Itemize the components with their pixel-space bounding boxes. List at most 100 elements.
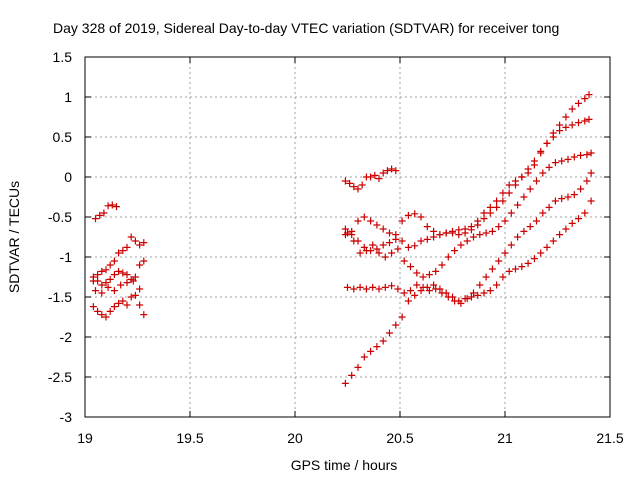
data-point-marker	[404, 211, 412, 219]
data-point-marker	[102, 313, 110, 321]
data-point-marker	[423, 283, 431, 291]
data-point-marker	[411, 291, 419, 299]
data-point-marker	[543, 139, 551, 147]
data-point-marker	[106, 275, 114, 283]
data-point-marker	[375, 175, 383, 183]
y-tick-label: 1	[64, 89, 72, 105]
data-point-marker	[356, 249, 364, 257]
data-point-marker	[375, 249, 383, 257]
data-points	[89, 91, 595, 387]
data-point-marker	[381, 283, 389, 291]
data-point-marker	[110, 287, 118, 295]
data-point-marker	[350, 237, 358, 245]
data-point-marker	[98, 267, 106, 275]
data-point-marker	[386, 329, 393, 337]
data-point-marker	[379, 225, 387, 233]
data-point-marker	[110, 257, 118, 265]
data-point-marker	[379, 169, 387, 177]
data-point-marker	[358, 181, 366, 189]
data-point-marker	[512, 181, 519, 189]
data-point-marker	[570, 191, 578, 199]
data-point-marker	[348, 371, 356, 379]
data-point-marker	[499, 189, 507, 197]
data-point-marker	[341, 379, 349, 387]
data-point-marker	[379, 337, 387, 345]
data-point-marker	[388, 249, 396, 257]
data-point-marker	[583, 151, 591, 159]
data-point-marker	[539, 169, 547, 177]
data-point-marker	[449, 229, 456, 237]
data-point-marker	[575, 215, 582, 223]
data-point-marker	[562, 123, 570, 131]
data-point-marker	[341, 177, 349, 185]
data-point-marker	[398, 313, 406, 321]
data-point-marker	[386, 229, 393, 237]
data-point-marker	[417, 287, 425, 295]
data-point-marker	[524, 165, 532, 173]
data-point-marker	[514, 201, 522, 209]
data-point-marker	[423, 235, 431, 243]
x-tick-label: 19.5	[176, 430, 203, 446]
data-point-marker	[545, 203, 553, 211]
series-track-b	[89, 233, 148, 285]
data-point-marker	[470, 233, 477, 241]
data-point-marker	[463, 237, 471, 245]
data-point-marker	[543, 243, 551, 251]
data-point-marker	[568, 219, 576, 227]
data-point-marker	[94, 307, 102, 315]
data-point-marker	[362, 247, 370, 255]
data-point-marker	[110, 303, 118, 311]
data-point-marker	[499, 273, 507, 281]
data-point-marker	[356, 283, 364, 291]
data-point-marker	[585, 91, 593, 99]
data-point-marker	[564, 155, 572, 163]
data-point-marker	[140, 257, 148, 265]
data-point-marker	[526, 185, 534, 193]
data-point-marker	[556, 127, 564, 135]
series-track-a	[92, 201, 120, 223]
x-tick-label: 19	[77, 430, 93, 446]
data-point-marker	[386, 239, 393, 247]
data-point-marker	[581, 95, 589, 103]
data-point-marker	[436, 231, 444, 239]
data-point-marker	[113, 203, 120, 211]
data-point-marker	[564, 193, 572, 201]
data-point-marker	[467, 226, 475, 234]
data-point-marker	[367, 217, 375, 225]
data-point-marker	[430, 233, 438, 241]
data-point-marker	[505, 267, 513, 275]
data-point-marker	[392, 235, 400, 243]
data-point-marker	[360, 353, 368, 361]
series-track-e	[92, 277, 144, 297]
data-point-marker	[514, 233, 522, 241]
data-point-marker	[501, 249, 509, 257]
data-point-marker	[98, 281, 106, 289]
data-point-marker	[92, 287, 99, 295]
data-point-marker	[98, 289, 106, 297]
data-point-marker	[123, 271, 131, 279]
data-point-marker	[551, 197, 559, 205]
data-point-marker	[495, 257, 503, 265]
y-tick-label: -2	[60, 329, 73, 345]
x-tick-label: 21.5	[596, 430, 623, 446]
data-point-marker	[100, 209, 108, 217]
data-point-marker	[493, 203, 501, 211]
data-point-marker	[94, 271, 102, 279]
series-track-c	[89, 257, 148, 289]
data-point-marker	[392, 321, 400, 329]
data-point-marker	[383, 167, 391, 175]
data-point-marker	[488, 227, 496, 235]
data-point-marker	[507, 209, 515, 217]
data-point-marker	[581, 209, 589, 217]
data-point-marker	[341, 225, 349, 233]
data-point-marker	[367, 173, 375, 181]
data-point-marker	[400, 257, 408, 265]
data-point-marker	[558, 157, 566, 165]
data-point-marker	[136, 285, 144, 293]
data-point-marker	[123, 301, 131, 309]
data-point-marker	[115, 249, 123, 257]
data-point-marker	[369, 241, 377, 249]
data-point-marker	[110, 271, 118, 279]
data-point-marker	[526, 223, 534, 231]
data-point-marker	[549, 237, 557, 245]
